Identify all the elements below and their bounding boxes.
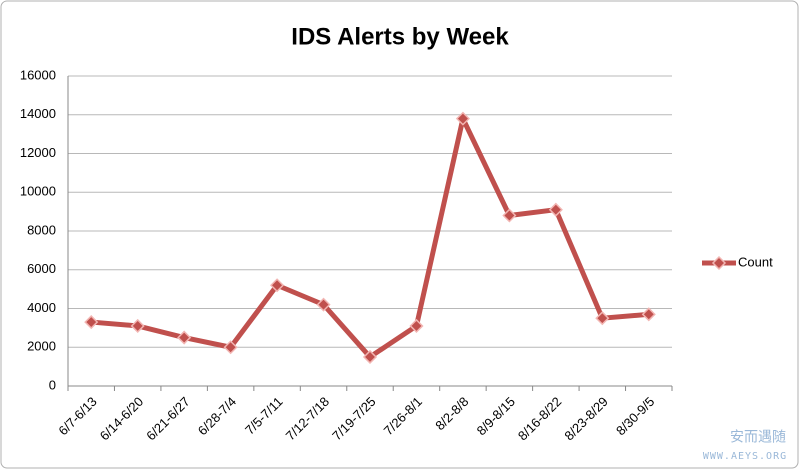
point-marker (455, 111, 470, 126)
y-tick-label: 4000 (27, 300, 56, 315)
y-tick-label: 0 (49, 377, 56, 392)
point-marker (502, 208, 517, 223)
legend-label: Count (738, 254, 773, 269)
y-tick-label: 2000 (27, 339, 56, 354)
point-marker (316, 297, 331, 312)
point-marker (177, 330, 192, 345)
y-tick-label: 6000 (27, 261, 56, 276)
watermark-url: WWW.AEYS.ORG (703, 451, 787, 462)
point-marker (362, 349, 378, 364)
y-tick-label: 8000 (27, 222, 56, 237)
point-marker (270, 278, 285, 293)
y-tick-label: 14000 (20, 106, 56, 121)
y-tick-label: 10000 (20, 184, 56, 199)
y-tick-label: 12000 (20, 145, 56, 160)
point-marker (84, 315, 99, 330)
y-tick-label: 16000 (20, 67, 56, 82)
point-marker (641, 307, 656, 322)
point-marker (223, 340, 238, 355)
point-marker (409, 318, 424, 333)
chart-title: IDS Alerts by Week (291, 23, 509, 50)
point-marker (595, 311, 610, 326)
point-marker (130, 318, 145, 333)
point-marker (548, 202, 563, 217)
watermark: 安而遇随 (730, 429, 786, 445)
legend-marker (711, 255, 727, 271)
